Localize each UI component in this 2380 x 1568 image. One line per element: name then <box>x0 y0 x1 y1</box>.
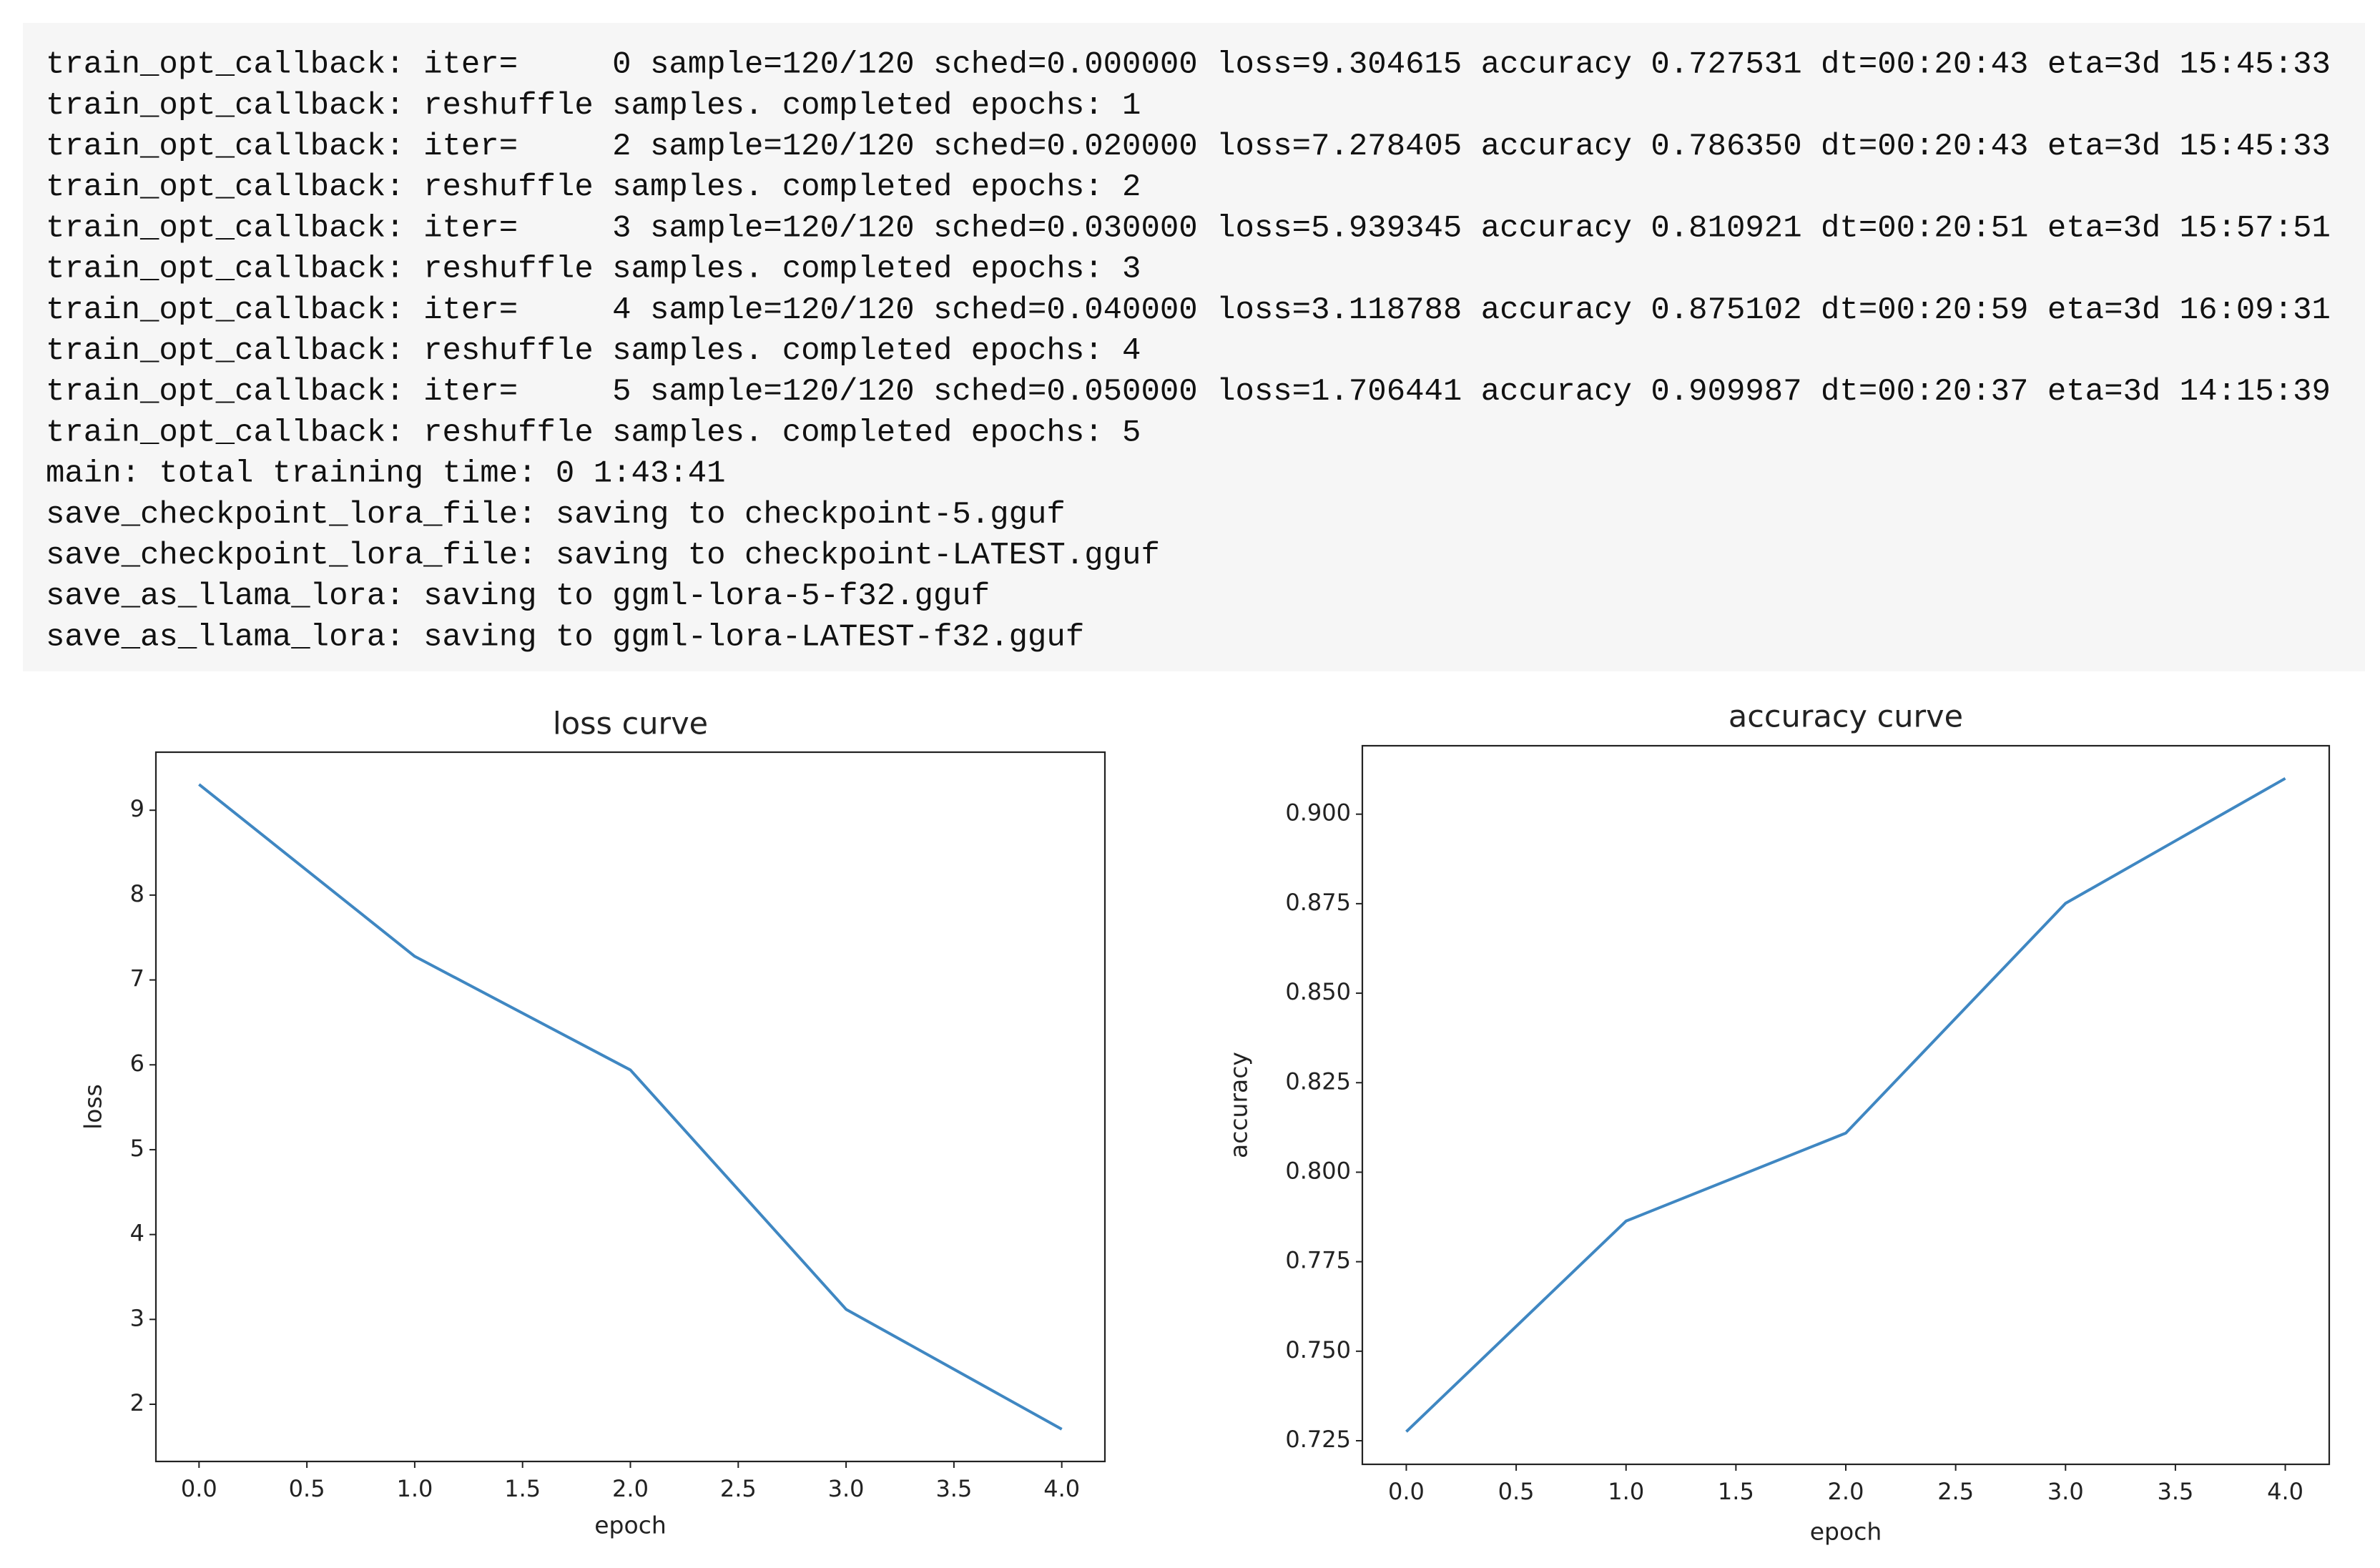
console-line: save_checkpoint_lora_file: saving to che… <box>46 538 1160 573</box>
x-tick-label: 2.5 <box>720 1475 757 1502</box>
console-line: save_checkpoint_lora_file: saving to che… <box>46 497 1066 533</box>
console-line: train_opt_callback: reshuffle samples. c… <box>46 88 1141 124</box>
y-axis-label: loss <box>79 1084 107 1130</box>
x-tick-label: 1.0 <box>1608 1478 1644 1505</box>
data-line <box>1405 776 2286 1433</box>
y-tick-label: 9 <box>130 795 144 822</box>
y-tick-label: 0.725 <box>1285 1426 1351 1453</box>
x-tick-label: 3.5 <box>935 1475 972 1502</box>
y-tick-label: 0.825 <box>1285 1067 1351 1095</box>
x-tick-label: 4.0 <box>2267 1478 2303 1505</box>
x-tick-label: 2.0 <box>1828 1478 1864 1505</box>
y-tick-label: 8 <box>130 880 144 907</box>
x-tick-label: 1.5 <box>1718 1478 1754 1505</box>
x-tick-label: 0.0 <box>181 1475 217 1502</box>
console-line: train_opt_callback: iter= 5 sample=120/1… <box>46 374 2331 410</box>
y-tick-label: 0.850 <box>1285 978 1351 1005</box>
y-tick-label: 0.775 <box>1285 1247 1351 1274</box>
console-line: train_opt_callback: iter= 3 sample=120/1… <box>46 210 2331 246</box>
console-line: train_opt_callback: reshuffle samples. c… <box>46 333 1141 369</box>
console-line: train_opt_callback: iter= 4 sample=120/1… <box>46 292 2331 328</box>
x-tick-label: 3.0 <box>2047 1478 2084 1505</box>
console-line: train_opt_callback: iter= 2 sample=120/1… <box>46 129 2331 164</box>
x-tick-label: 1.0 <box>396 1475 433 1502</box>
x-tick-label: 3.5 <box>2157 1478 2193 1505</box>
plot-frame <box>154 751 1106 1463</box>
y-tick-label: 0.800 <box>1285 1157 1351 1184</box>
console-line: train_opt_callback: iter= 0 sample=120/1… <box>46 47 2331 83</box>
console-line: main: total training time: 0 1:43:41 <box>46 456 726 492</box>
console-panel <box>23 23 2365 671</box>
y-tick-label: 2 <box>130 1389 144 1416</box>
x-tick-label: 3.0 <box>828 1475 865 1502</box>
y-tick-label: 5 <box>130 1135 144 1162</box>
x-tick-label: 2.5 <box>1937 1478 1974 1505</box>
chart-title: accuracy curve <box>1729 699 1963 735</box>
y-tick-label: 7 <box>130 965 144 992</box>
console-line: train_opt_callback: reshuffle samples. c… <box>46 252 1141 287</box>
data-line <box>198 783 1063 1431</box>
chart-title: loss curve <box>553 706 708 742</box>
console-line: train_opt_callback: reshuffle samples. c… <box>46 415 1141 450</box>
plot-frame <box>1361 744 2331 1466</box>
console-line: train_opt_callback: reshuffle samples. c… <box>46 169 1141 205</box>
x-tick-label: 4.0 <box>1043 1475 1080 1502</box>
x-tick-label: 0.0 <box>1388 1478 1425 1505</box>
console-line: save_as_llama_lora: saving to ggml-lora-… <box>46 619 1084 655</box>
x-tick-label: 2.0 <box>612 1475 649 1502</box>
y-tick-label: 0.900 <box>1285 799 1351 827</box>
x-tick-label: 0.5 <box>1498 1478 1535 1505</box>
x-tick-label: 1.5 <box>504 1475 541 1502</box>
y-tick-label: 0.750 <box>1285 1336 1351 1364</box>
y-tick-label: 6 <box>130 1050 144 1077</box>
y-axis-label: accuracy <box>1225 1052 1253 1158</box>
x-axis-label: epoch <box>1810 1518 1882 1546</box>
x-tick-label: 0.5 <box>289 1475 325 1502</box>
y-tick-label: 4 <box>130 1220 144 1247</box>
y-tick-label: 0.875 <box>1285 889 1351 916</box>
console-line: save_as_llama_lora: saving to ggml-lora-… <box>46 578 990 614</box>
y-tick-label: 3 <box>130 1304 144 1331</box>
x-axis-label: epoch <box>594 1512 667 1539</box>
